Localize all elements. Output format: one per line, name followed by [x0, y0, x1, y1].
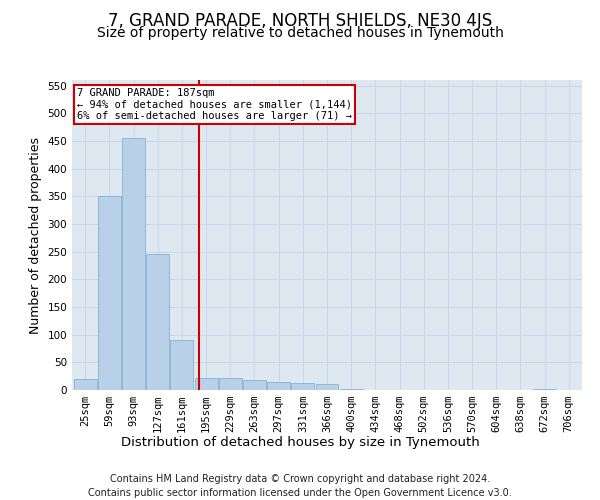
Text: 7, GRAND PARADE, NORTH SHIELDS, NE30 4JS: 7, GRAND PARADE, NORTH SHIELDS, NE30 4JS — [108, 12, 492, 30]
Bar — [194, 378, 218, 390]
Y-axis label: Number of detached properties: Number of detached properties — [29, 136, 42, 334]
Bar — [292, 384, 314, 390]
Text: 7 GRAND PARADE: 187sqm
← 94% of detached houses are smaller (1,144)
6% of semi-d: 7 GRAND PARADE: 187sqm ← 94% of detached… — [77, 88, 352, 121]
Bar — [122, 138, 145, 390]
Bar — [146, 254, 169, 390]
Bar — [170, 340, 193, 390]
Text: Distribution of detached houses by size in Tynemouth: Distribution of detached houses by size … — [121, 436, 479, 449]
Bar — [340, 389, 362, 390]
Bar — [243, 380, 266, 390]
Bar — [98, 196, 121, 390]
Bar — [316, 384, 338, 390]
Bar — [267, 382, 290, 390]
Bar — [74, 379, 97, 390]
Text: Size of property relative to detached houses in Tynemouth: Size of property relative to detached ho… — [97, 26, 503, 40]
Bar — [219, 378, 242, 390]
Text: Contains HM Land Registry data © Crown copyright and database right 2024.
Contai: Contains HM Land Registry data © Crown c… — [88, 474, 512, 498]
Bar — [533, 389, 556, 390]
